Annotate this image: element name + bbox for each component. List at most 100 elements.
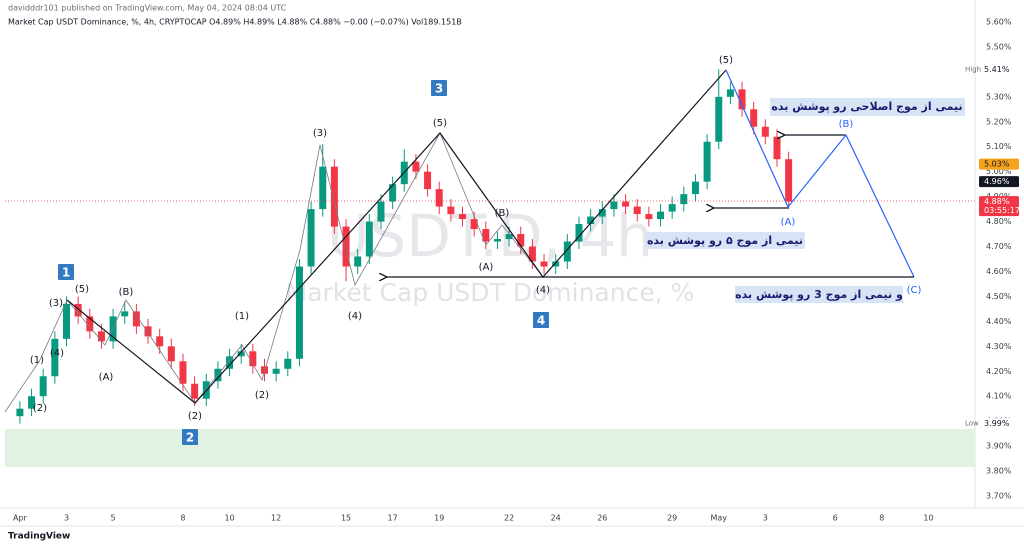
candle-body: [191, 383, 199, 399]
y-tick-label: 5.00%: [986, 167, 1012, 176]
wave-label: (B): [119, 287, 134, 298]
price-label-box: [979, 418, 1019, 430]
candle-body: [284, 358, 292, 369]
candle-body: [493, 239, 501, 242]
x-tick-label: 17: [388, 514, 398, 523]
price-countdown: 03:55:17: [984, 206, 1020, 215]
candle-body: [307, 209, 315, 267]
wave-label: (4): [348, 311, 362, 322]
candles: [16, 69, 793, 424]
note-box: [770, 98, 965, 116]
candle-body: [552, 261, 560, 267]
header: davidddr101 published on TradingView.com…: [8, 4, 287, 13]
wave-box-label: 1: [62, 266, 70, 280]
candle-body: [377, 201, 385, 222]
candle-body: [598, 209, 606, 217]
x-tick-label: 10: [923, 514, 933, 523]
candle-body: [156, 336, 164, 347]
wave-label: (5): [433, 118, 447, 129]
y-tick-label: 4.80%: [986, 217, 1012, 226]
wave-label: (A): [479, 262, 494, 273]
y-tick-label: 4.20%: [986, 367, 1012, 376]
candle-body: [517, 234, 525, 247]
candle-body: [715, 96, 723, 142]
wave-box: [58, 264, 74, 280]
candle-body: [28, 396, 36, 409]
gray-wave: [4, 299, 196, 413]
y-tick-label: 3.80%: [986, 467, 1012, 476]
price-label-box: [979, 158, 1019, 170]
candle-body: [459, 214, 467, 220]
x-tick-label: 22: [504, 514, 514, 523]
x-tick-label: 5: [111, 514, 116, 523]
candle-body: [226, 356, 234, 369]
price-label: 4.96%: [984, 177, 1010, 186]
wave-label: (5): [719, 55, 733, 66]
note-box: [735, 286, 903, 303]
legend: Market Cap USDT Dominance, %, 4h, CRYPTO…: [8, 18, 462, 27]
wave-label: (5): [75, 284, 89, 295]
candle-body: [319, 166, 327, 210]
wave-label: (1): [235, 311, 249, 322]
candle-body: [703, 141, 711, 182]
candle-body: [540, 261, 548, 267]
wave-box-label: 4: [537, 314, 545, 328]
candle-body: [773, 136, 781, 160]
candle-body: [121, 311, 129, 317]
candle-body: [51, 338, 59, 377]
wave-label: (A): [99, 372, 114, 383]
y-tick-label: 4.60%: [986, 267, 1012, 276]
wave-box: [182, 429, 198, 445]
wave-box-label: 3: [435, 82, 443, 96]
y-tick-label: 4.10%: [986, 392, 1012, 401]
wave-label: (1): [30, 355, 44, 366]
note-box: [645, 232, 805, 249]
price-label-box: [979, 176, 1019, 188]
wave-label: (B): [495, 208, 510, 219]
candle-body: [750, 109, 758, 127]
candle-body: [680, 194, 688, 205]
price-label-tag: Low: [965, 420, 979, 428]
x-tick-label: 12: [271, 514, 281, 523]
wave-label: (2): [188, 411, 202, 422]
candle-body: [144, 326, 152, 337]
x-tick-label: 8: [879, 514, 884, 523]
x-tick-label: 6: [833, 514, 838, 523]
candle-body: [167, 346, 175, 362]
x-tick-label: 10: [224, 514, 234, 523]
wave-box: [431, 80, 447, 96]
candle-body: [389, 184, 397, 202]
candle-body: [575, 224, 583, 242]
candle-body: [657, 211, 665, 220]
candle-body: [74, 303, 82, 317]
price-label: 5.41%: [984, 65, 1010, 74]
candle-body: [179, 361, 187, 384]
x-tick-label: 24: [551, 514, 561, 523]
price-label-box: [979, 63, 1019, 75]
gray-wave: [194, 132, 544, 404]
candle-body: [424, 171, 432, 190]
candle-body: [330, 166, 338, 227]
watermark-description: Market Cap USDT Dominance, %: [286, 278, 695, 307]
candle-body: [365, 221, 373, 257]
candle-body: [726, 89, 734, 97]
x-tick-label: 15: [341, 514, 351, 523]
wave-label: (4): [536, 285, 550, 296]
candle-body: [16, 408, 24, 417]
wave-label: (2): [33, 403, 47, 414]
candle-body: [39, 376, 47, 397]
x-tick-label: 8: [180, 514, 185, 523]
wave-label: (4): [50, 348, 64, 359]
candle-body: [622, 201, 630, 207]
candle-body: [447, 206, 455, 215]
y-tick-label: 3.70%: [986, 492, 1012, 501]
demand-zone: [5, 429, 975, 467]
candle-body: [354, 256, 362, 267]
y-tick-label: 4.70%: [986, 242, 1012, 251]
y-tick-label: 4.30%: [986, 342, 1012, 351]
candle-body: [342, 226, 350, 267]
candle-body: [272, 368, 280, 374]
y-tick-label: 5.10%: [986, 142, 1012, 151]
candle-body: [470, 219, 478, 230]
